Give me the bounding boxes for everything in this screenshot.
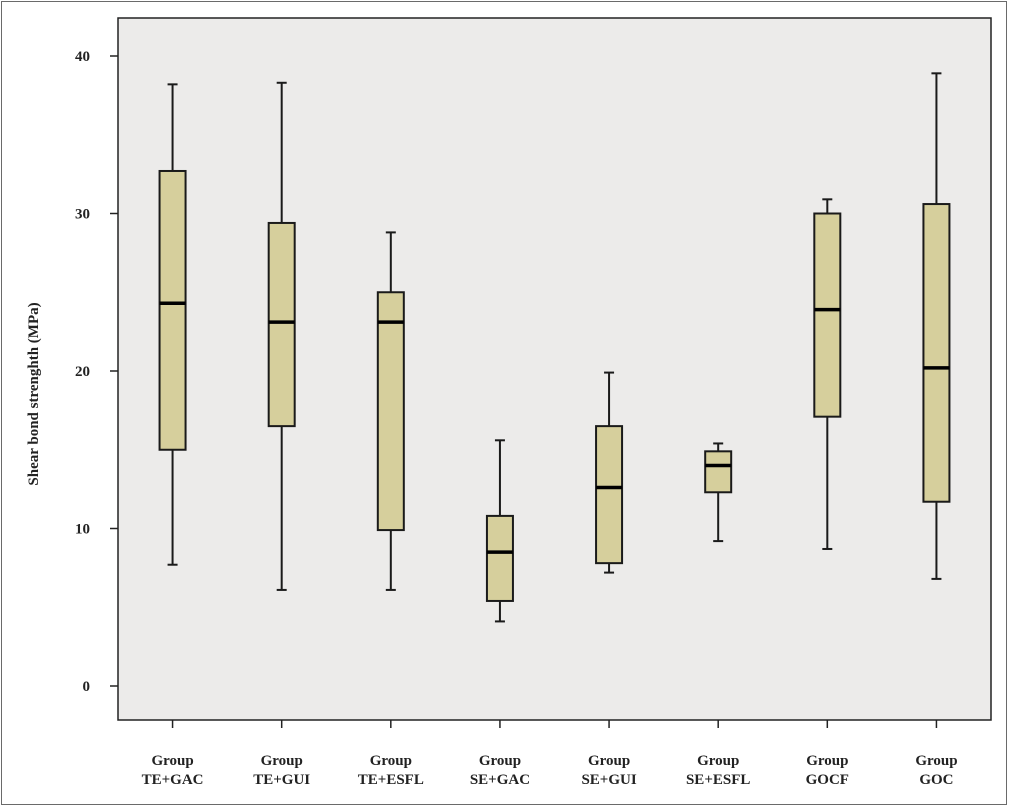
x-tick-label: Group GOCF [806, 753, 849, 788]
y-tick-label: 0 [83, 679, 91, 695]
iqr-box [376, 291, 405, 532]
box-item [267, 81, 296, 591]
box-item [158, 83, 187, 566]
y-tick-label: 10 [75, 522, 90, 538]
y-axis: 0 10 20 30 40 [75, 49, 118, 695]
box-item [485, 439, 514, 623]
box-series [158, 72, 951, 623]
x-tick-label: Group GOC [915, 753, 957, 788]
plot-area [117, 17, 992, 721]
y-tick-label: 30 [75, 207, 90, 223]
iqr-box [158, 169, 187, 451]
y-tick-label: 20 [75, 364, 90, 380]
x-axis: Group TE+GAC Group TE+GUI Group TE+ESFL Group S… [142, 720, 958, 788]
x-tick-label: Group TE+ESFL [358, 753, 424, 788]
y-axis-title: Shear bond strenghth (MPa) [26, 302, 42, 485]
box-item [922, 72, 951, 580]
iqr-box [267, 221, 296, 428]
x-tick-label: Group SE+ESFL [686, 753, 750, 788]
x-tick-label: Group SE+GAC [470, 753, 530, 788]
iqr-box [485, 514, 514, 602]
x-tick-label: Group TE+GAC [142, 753, 204, 788]
iqr-box [922, 203, 951, 503]
x-tick-label: Group SE+GUI [581, 753, 636, 788]
box-item [704, 442, 733, 543]
iqr-box [813, 212, 842, 418]
iqr-box [595, 425, 624, 565]
iqr-box [704, 450, 733, 494]
x-tick-label: Group TE+GUI [253, 753, 310, 788]
box-item [813, 198, 842, 550]
box-item [376, 231, 405, 591]
box-item [595, 371, 624, 574]
y-tick-label: 40 [75, 49, 90, 65]
